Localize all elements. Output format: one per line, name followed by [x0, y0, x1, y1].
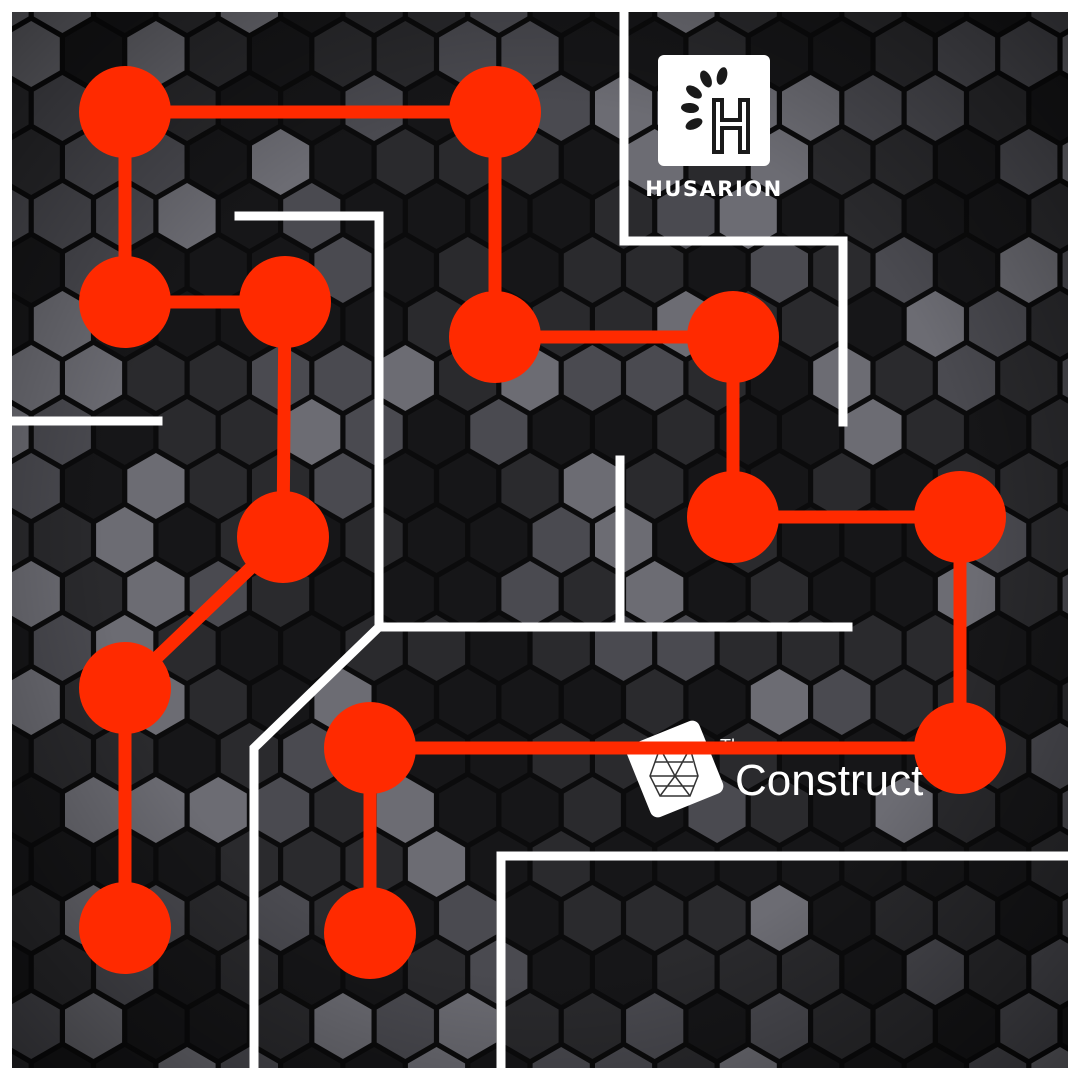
path-node — [914, 702, 1006, 794]
path-node — [239, 256, 331, 348]
husarion-h-icon — [681, 67, 750, 154]
path-node — [324, 887, 416, 979]
construct-wordmark: Construct — [735, 756, 923, 805]
path-nodes — [79, 66, 1006, 979]
path-node — [79, 66, 171, 158]
path-node — [687, 291, 779, 383]
path-node — [914, 471, 1006, 563]
maze-wall — [249, 622, 853, 1077]
path-node — [79, 642, 171, 734]
maze-wall — [496, 851, 1073, 1077]
husarion-logo: HUSARION — [645, 55, 782, 201]
path-node — [449, 66, 541, 158]
path-node — [237, 491, 329, 583]
husarion-wordmark: HUSARION — [645, 177, 782, 201]
vignette-overlay — [12, 12, 1068, 1068]
path-node — [324, 702, 416, 794]
maze-walls — [7, 7, 1073, 1077]
maze-wall — [619, 7, 848, 427]
path-node — [449, 291, 541, 383]
path-node — [79, 256, 171, 348]
maze-wall — [234, 211, 384, 629]
path-node — [79, 882, 171, 974]
path-node — [687, 471, 779, 563]
